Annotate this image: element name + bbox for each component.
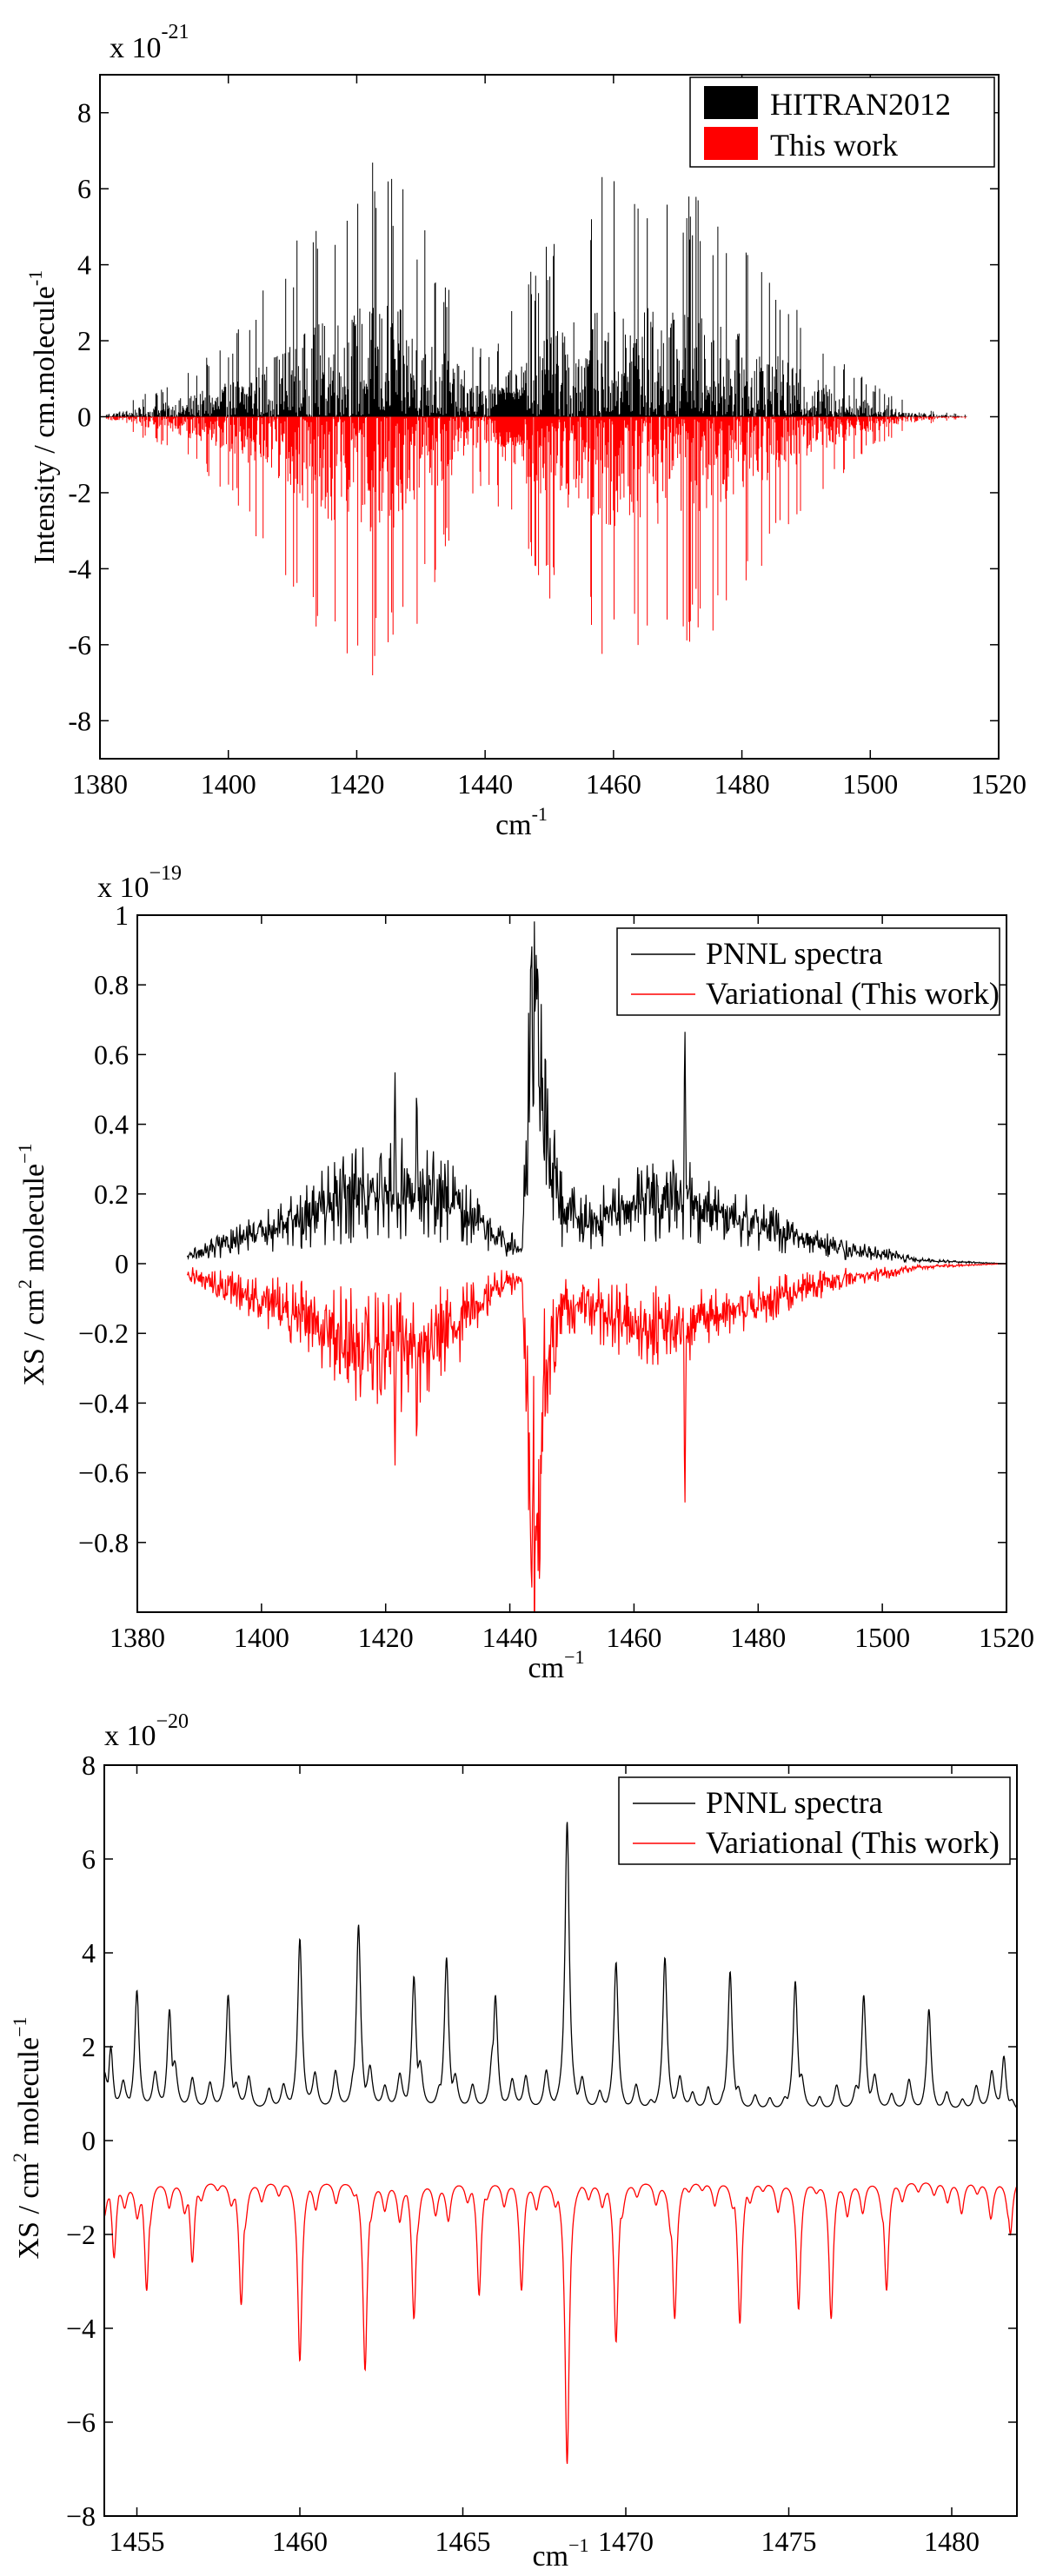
x-tick-label: 1475 bbox=[761, 2526, 817, 2557]
y-tick-label: 0 bbox=[82, 2125, 96, 2156]
y-tick-label: 0.6 bbox=[94, 1039, 129, 1070]
x-tick-label: 1470 bbox=[598, 2526, 654, 2557]
y-tick-label: −4 bbox=[66, 2313, 96, 2344]
x-tick-label: 1500 bbox=[854, 1622, 910, 1653]
legend: HITRAN2012 This work bbox=[689, 76, 995, 168]
y-tick-label: 0 bbox=[77, 402, 91, 433]
axis-ticks: 1380 1400 1420 1440 1460 1480 1500 1520 −0.8 −0.6… bbox=[78, 900, 1034, 1653]
y-tick-label: 4 bbox=[82, 1937, 96, 1969]
y-tick-label: 8 bbox=[77, 97, 91, 129]
x-tick-label: 1380 bbox=[72, 768, 128, 800]
x-tick-label: 1480 bbox=[924, 2526, 980, 2557]
y-tick-label: 4 bbox=[77, 249, 91, 281]
legend-swatch-this-work bbox=[704, 127, 758, 160]
legend-label-hitran: HITRAN2012 bbox=[770, 87, 951, 122]
series-hitran2012 bbox=[105, 163, 967, 417]
y-tick-label: −8 bbox=[66, 2500, 96, 2532]
y-tick-label: −0.8 bbox=[78, 1527, 129, 1558]
x-tick-label: 1400 bbox=[201, 768, 256, 800]
legend: PNNL spectra Variational (This work) bbox=[618, 1776, 1011, 1865]
y-tick-label: 6 bbox=[77, 173, 91, 204]
x-tick-label: 1400 bbox=[234, 1622, 289, 1653]
y-tick-label: −0.2 bbox=[78, 1318, 129, 1349]
legend-label-variational: Variational (This work) bbox=[706, 976, 1000, 1011]
series-variational-this-work- bbox=[186, 1262, 1006, 1612]
axis-ticks: 1380 1400 1420 1440 1460 1480 1500 1520 -8 -6 -4 -2… bbox=[68, 75, 1026, 800]
y-tick-label: 2 bbox=[82, 2031, 96, 2062]
series-variational-this-work- bbox=[104, 2182, 1017, 2464]
y-tick-label: 8 bbox=[82, 1749, 96, 1781]
x-tick-label: 1520 bbox=[971, 768, 1026, 800]
x-axis-label: cm-1 bbox=[495, 803, 548, 841]
x-tick-label: 1460 bbox=[606, 1622, 661, 1653]
exponent-label: x 10-21 bbox=[110, 21, 189, 64]
legend: PNNL spectra Variational (This work) bbox=[616, 927, 1000, 1016]
exponent-label: x 10−20 bbox=[104, 1710, 189, 1752]
y-tick-label: 2 bbox=[77, 325, 91, 356]
panel-pnnl-comparison: 1380 1400 1420 1440 1460 1480 1500 1520 −0.8 −0.6… bbox=[14, 862, 1034, 1684]
x-tick-label: 1455 bbox=[110, 2526, 165, 2557]
y-tick-label: 0 bbox=[115, 1248, 129, 1279]
panel-hitran-sticks: 1380 1400 1420 1440 1460 1480 1500 1520 -8 -6 -4 -2… bbox=[24, 21, 1026, 841]
x-tick-label: 1420 bbox=[358, 1622, 414, 1653]
y-tick-label: -8 bbox=[68, 705, 91, 736]
x-tick-label: 1440 bbox=[482, 1622, 538, 1653]
legend-swatch-hitran bbox=[704, 86, 758, 119]
legend-box bbox=[616, 927, 1000, 1016]
x-tick-label: 1440 bbox=[457, 768, 513, 800]
x-tick-label: 1465 bbox=[435, 2526, 491, 2557]
y-tick-label: 0.8 bbox=[94, 969, 129, 1000]
x-axis-label: cm−1 bbox=[533, 2534, 589, 2572]
y-axis-label: XS / cm2 molecule−1 bbox=[14, 1144, 50, 1386]
y-axis-label: XS / cm2 molecule−1 bbox=[9, 2017, 45, 2260]
series-this-work bbox=[105, 416, 967, 675]
series-pnnl-spectra bbox=[187, 921, 1006, 1265]
legend-label-pnnl: PNNL spectra bbox=[706, 936, 883, 971]
y-tick-label: −0.6 bbox=[78, 1457, 129, 1489]
x-axis-label: cm−1 bbox=[528, 1646, 585, 1684]
legend-box bbox=[618, 1776, 1011, 1865]
x-tick-label: 1420 bbox=[329, 768, 384, 800]
panel-zoom-comparison: 1455 1460 1465 1470 1475 1480 −8 −6 −4 −2 0 2 4 6 8 x … bbox=[9, 1710, 1018, 2573]
legend-label-pnnl: PNNL spectra bbox=[706, 1785, 883, 1820]
y-tick-label: 6 bbox=[82, 1843, 96, 1875]
x-tick-label: 1460 bbox=[272, 2526, 328, 2557]
y-tick-label: 0.2 bbox=[94, 1178, 129, 1210]
x-tick-label: 1480 bbox=[730, 1622, 786, 1653]
y-tick-label: 0.4 bbox=[94, 1109, 129, 1140]
y-tick-label: −6 bbox=[66, 2407, 96, 2438]
x-tick-label: 1520 bbox=[979, 1622, 1034, 1653]
plot-area bbox=[105, 163, 967, 675]
y-tick-label: -6 bbox=[68, 629, 91, 661]
y-tick-label: 1 bbox=[115, 900, 129, 931]
series-pnnl-spectra bbox=[104, 1822, 1017, 2108]
y-tick-label: −2 bbox=[66, 2219, 96, 2250]
x-tick-label: 1480 bbox=[714, 768, 770, 800]
exponent-label: x 10−19 bbox=[97, 862, 182, 904]
legend-label-this-work: This work bbox=[770, 128, 898, 163]
y-axis-label: Intensity / cm.molecule-1 bbox=[24, 270, 61, 564]
y-tick-label: -4 bbox=[68, 553, 91, 584]
plot-area bbox=[104, 1822, 1017, 2464]
x-tick-label: 1380 bbox=[110, 1622, 165, 1653]
axis-ticks: 1455 1460 1465 1470 1475 1480 −8 −6 −4 −2 0 2 4 6 8 bbox=[66, 1749, 1017, 2557]
plot-area bbox=[186, 921, 1006, 1612]
y-tick-label: −0.4 bbox=[78, 1387, 129, 1418]
legend-label-variational: Variational (This work) bbox=[706, 1825, 1000, 1860]
x-tick-label: 1460 bbox=[586, 768, 641, 800]
y-tick-label: -2 bbox=[68, 477, 91, 508]
x-tick-label: 1500 bbox=[842, 768, 898, 800]
